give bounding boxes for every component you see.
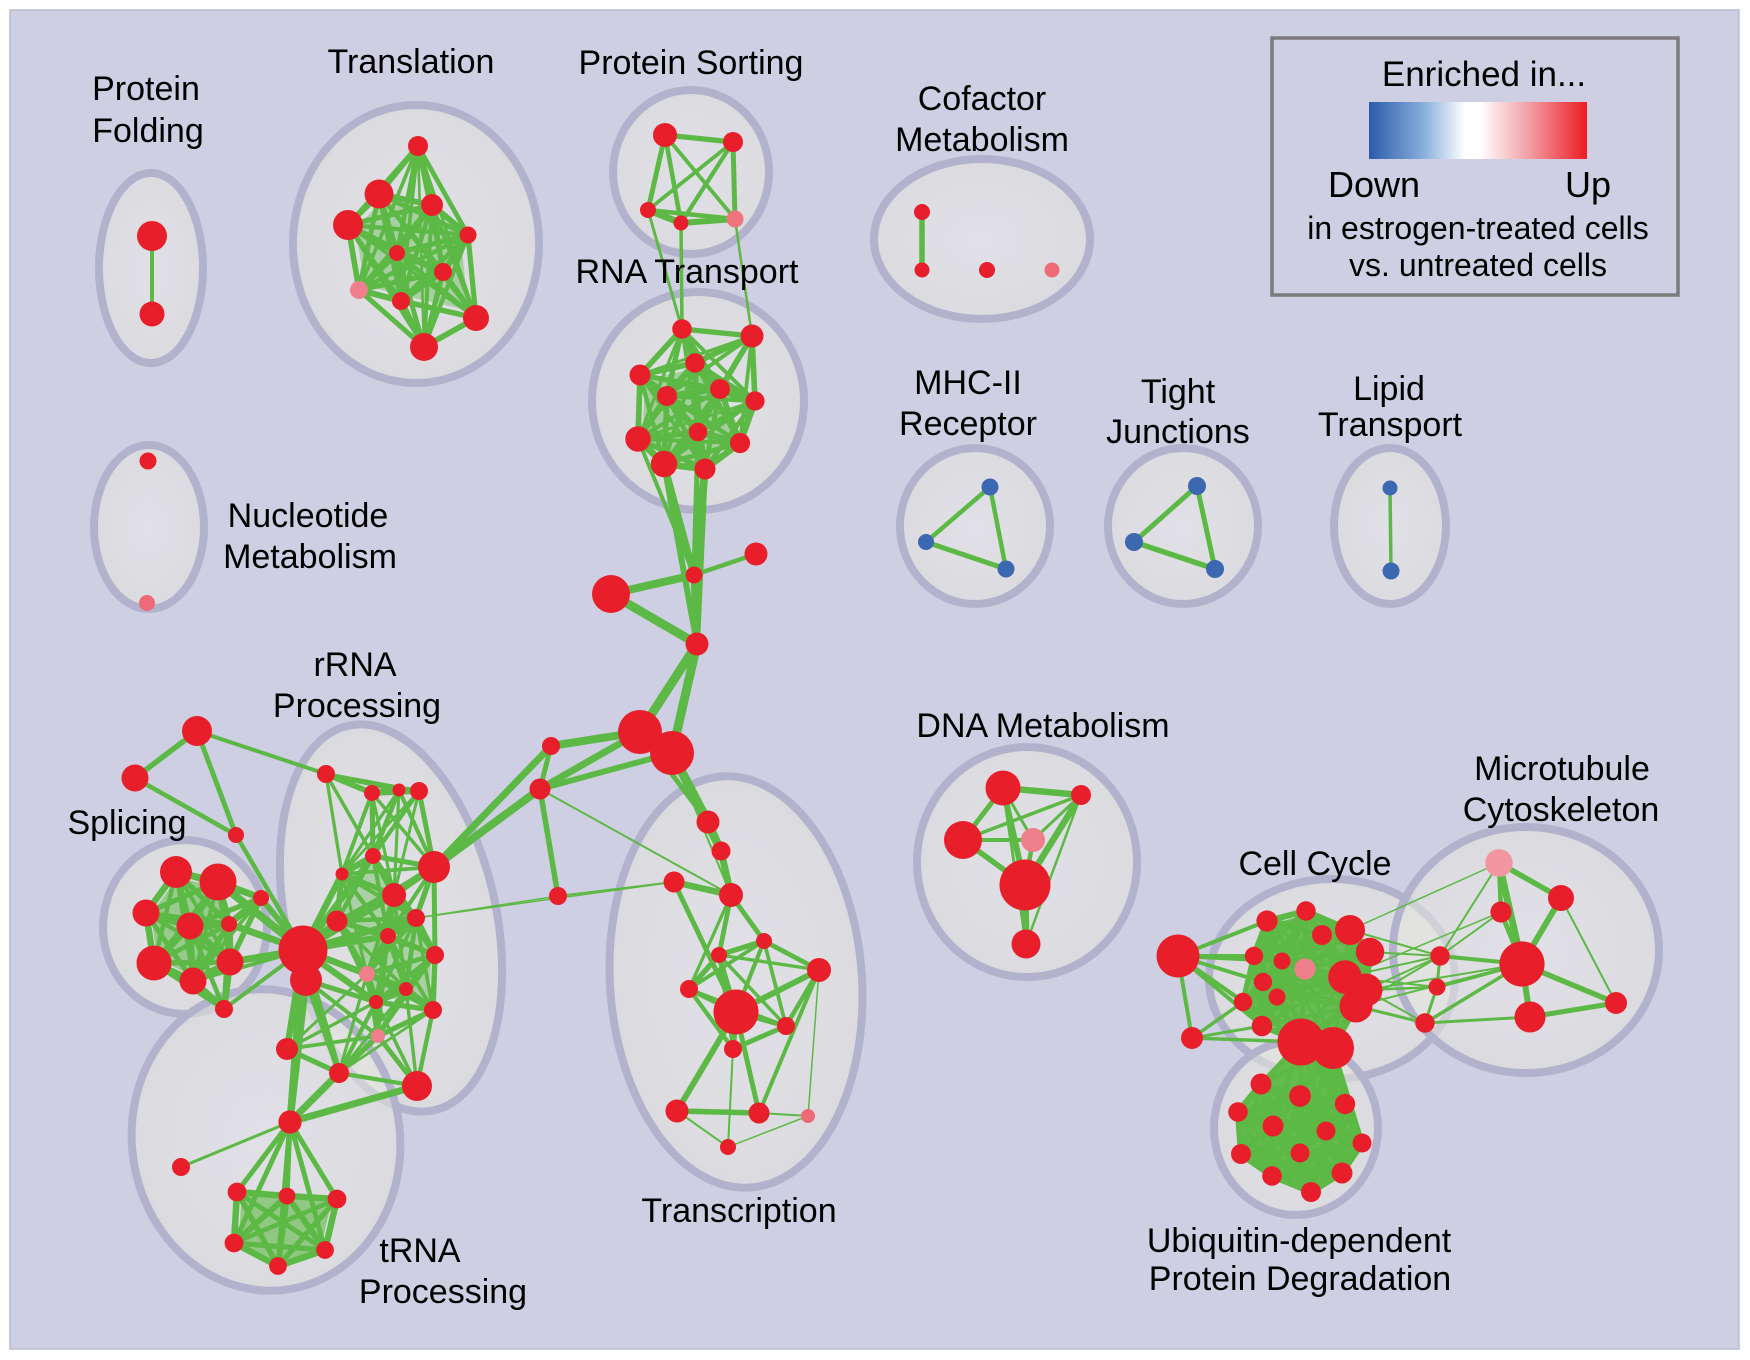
svg-text:Up: Up: [1565, 164, 1611, 205]
svg-text:Processing: Processing: [359, 1273, 527, 1311]
svg-text:tRNA: tRNA: [379, 1232, 461, 1270]
svg-text:Processing: Processing: [273, 687, 441, 725]
svg-text:Protein Sorting: Protein Sorting: [579, 44, 804, 82]
svg-text:Junctions: Junctions: [1106, 413, 1250, 451]
svg-text:Ubiquitin-dependent: Ubiquitin-dependent: [1147, 1222, 1452, 1260]
svg-text:Folding: Folding: [92, 112, 204, 150]
svg-text:Metabolism: Metabolism: [895, 121, 1069, 159]
svg-text:Transcription: Transcription: [641, 1192, 836, 1230]
svg-text:Tight: Tight: [1141, 373, 1216, 411]
svg-text:vs. untreated cells: vs. untreated cells: [1349, 247, 1607, 283]
svg-text:Nucleotide: Nucleotide: [228, 497, 389, 535]
svg-text:RNA Transport: RNA Transport: [576, 253, 800, 291]
svg-text:Translation: Translation: [328, 43, 495, 81]
svg-text:Transport: Transport: [1318, 406, 1463, 444]
svg-text:Lipid: Lipid: [1353, 370, 1425, 408]
svg-text:DNA Metabolism: DNA Metabolism: [916, 707, 1169, 745]
svg-text:in estrogen-treated cells: in estrogen-treated cells: [1307, 210, 1649, 246]
svg-text:Cytoskeleton: Cytoskeleton: [1463, 791, 1660, 829]
svg-text:Enriched in...: Enriched in...: [1382, 55, 1586, 94]
svg-text:Receptor: Receptor: [899, 405, 1037, 443]
svg-text:rRNA: rRNA: [313, 646, 396, 684]
svg-text:MHC-II: MHC-II: [914, 364, 1022, 402]
svg-text:Protein Degradation: Protein Degradation: [1149, 1260, 1451, 1298]
svg-text:Cofactor: Cofactor: [918, 80, 1047, 118]
svg-text:Splicing: Splicing: [67, 804, 186, 842]
svg-text:Metabolism: Metabolism: [223, 538, 397, 576]
svg-text:Microtubule: Microtubule: [1474, 750, 1650, 788]
svg-text:Cell Cycle: Cell Cycle: [1238, 845, 1391, 883]
svg-text:Protein: Protein: [92, 70, 200, 108]
svg-text:Down: Down: [1328, 164, 1420, 205]
